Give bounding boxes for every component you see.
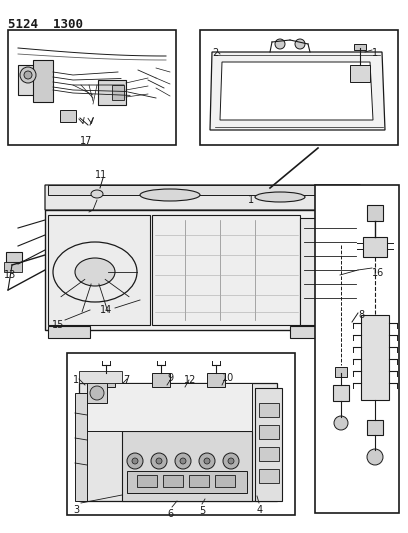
Polygon shape [48, 326, 90, 338]
Polygon shape [335, 367, 347, 377]
Polygon shape [127, 471, 247, 493]
Polygon shape [259, 425, 279, 439]
Circle shape [204, 458, 210, 464]
Circle shape [20, 67, 36, 83]
Polygon shape [48, 185, 358, 195]
Circle shape [151, 453, 167, 469]
Polygon shape [45, 185, 380, 210]
Polygon shape [290, 326, 340, 338]
Circle shape [334, 416, 348, 430]
Polygon shape [87, 383, 107, 403]
Polygon shape [363, 237, 387, 257]
Ellipse shape [140, 189, 200, 201]
Circle shape [127, 453, 143, 469]
Polygon shape [48, 215, 150, 325]
Text: 16: 16 [372, 268, 384, 278]
Text: 7: 7 [123, 375, 129, 385]
Circle shape [156, 458, 162, 464]
Text: 11: 11 [95, 170, 107, 180]
Polygon shape [152, 373, 170, 387]
Polygon shape [87, 383, 252, 431]
Text: 12: 12 [184, 375, 196, 385]
Polygon shape [112, 85, 124, 100]
Bar [163, 475, 183, 487]
Polygon shape [4, 262, 22, 272]
Text: 1: 1 [372, 48, 378, 58]
Ellipse shape [75, 258, 115, 286]
Polygon shape [300, 218, 360, 325]
Circle shape [24, 71, 32, 79]
Bar [315, 185, 399, 513]
Polygon shape [333, 385, 349, 401]
Circle shape [132, 458, 138, 464]
Polygon shape [354, 44, 366, 50]
Circle shape [180, 458, 186, 464]
Polygon shape [97, 373, 115, 387]
Polygon shape [259, 447, 279, 461]
Polygon shape [367, 205, 383, 221]
Circle shape [90, 386, 104, 400]
Text: 13: 13 [4, 270, 16, 280]
Bar [200, 30, 398, 145]
Polygon shape [361, 315, 389, 400]
Bar [189, 475, 209, 487]
Circle shape [275, 39, 285, 49]
Polygon shape [152, 215, 300, 325]
Polygon shape [33, 60, 53, 102]
Circle shape [295, 39, 305, 49]
Bar [8, 30, 176, 145]
Polygon shape [79, 371, 122, 383]
Polygon shape [255, 388, 282, 501]
Text: 9: 9 [167, 373, 173, 383]
Polygon shape [259, 403, 279, 417]
Circle shape [223, 453, 239, 469]
Text: 8: 8 [358, 310, 364, 320]
Bar [67, 353, 295, 515]
Circle shape [199, 453, 215, 469]
Bar [137, 475, 157, 487]
Text: 6: 6 [167, 509, 173, 519]
Polygon shape [60, 110, 76, 122]
Circle shape [175, 453, 191, 469]
Text: 2: 2 [212, 48, 218, 58]
Text: 10: 10 [222, 373, 234, 383]
Text: 3: 3 [73, 505, 79, 515]
Polygon shape [45, 210, 360, 330]
Polygon shape [79, 383, 277, 501]
Polygon shape [122, 431, 252, 501]
Circle shape [367, 449, 383, 465]
Bar [215, 475, 235, 487]
Text: 15: 15 [52, 320, 64, 330]
Ellipse shape [255, 192, 305, 202]
Polygon shape [75, 393, 87, 501]
Polygon shape [220, 62, 373, 120]
Ellipse shape [91, 190, 103, 198]
Text: 5: 5 [199, 506, 205, 516]
Text: 4: 4 [257, 505, 263, 515]
Circle shape [228, 458, 234, 464]
Text: 17: 17 [80, 136, 92, 146]
Polygon shape [350, 65, 370, 82]
Polygon shape [98, 80, 126, 105]
Text: 5124  1300: 5124 1300 [8, 18, 83, 31]
Polygon shape [6, 252, 22, 262]
Polygon shape [207, 373, 225, 387]
Text: 1: 1 [248, 195, 254, 205]
Polygon shape [210, 52, 385, 130]
Polygon shape [259, 469, 279, 483]
Polygon shape [18, 65, 40, 95]
Text: 1: 1 [73, 375, 79, 385]
Polygon shape [367, 420, 383, 435]
Text: 14: 14 [100, 305, 112, 315]
